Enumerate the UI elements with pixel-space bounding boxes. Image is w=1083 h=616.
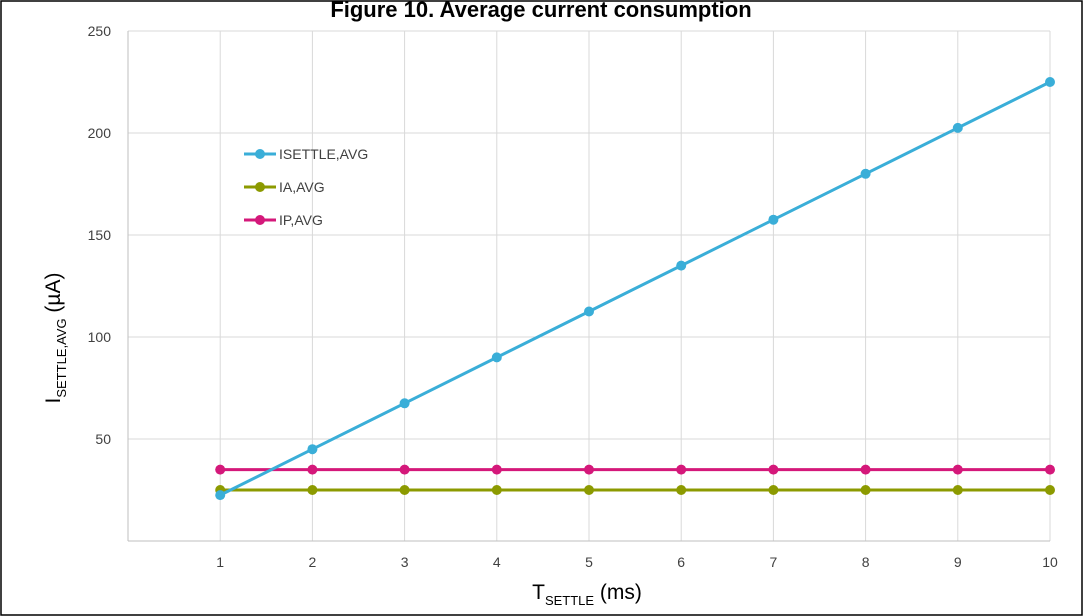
x-tick-label: 1 [216, 554, 224, 570]
data-point [860, 168, 871, 179]
data-point [491, 485, 502, 495]
y-tick-label: 100 [88, 329, 112, 345]
x-tick-label: 7 [770, 554, 778, 570]
data-point [1045, 464, 1055, 475]
chart-title: Figure 10. Average current consumption [330, 0, 751, 22]
x-tick-label: 6 [677, 554, 685, 570]
data-point [860, 464, 871, 475]
y-tick-label: 250 [88, 23, 112, 39]
data-point [952, 122, 963, 133]
grid [128, 30, 1051, 541]
data-point [399, 464, 410, 475]
data-point [491, 352, 502, 363]
y-axis-label: ISETTLE,AVG (µA) [42, 272, 69, 403]
data-point [1045, 77, 1055, 87]
x-tick-label: 5 [585, 554, 593, 570]
legend: ISETTLE,AVG IA,AVG IP,AVG [244, 146, 368, 228]
data-point [307, 444, 318, 455]
legend-marker [255, 149, 265, 159]
tick-labels: 1 2 3 4 5 6 7 8 9 10 50 100 150 200 250 [88, 23, 1058, 570]
axes [127, 31, 1050, 542]
data-point [215, 464, 226, 475]
y-tick-label: 50 [95, 431, 111, 447]
data-point [768, 464, 779, 475]
data-point [1045, 485, 1055, 495]
series-line [219, 80, 1051, 497]
y-tick-label: 200 [88, 125, 112, 141]
x-tick-label: 10 [1042, 554, 1058, 570]
x-tick-label: 3 [401, 554, 409, 570]
legend-label: IA,AVG [279, 179, 325, 195]
data-point [676, 485, 687, 495]
data-point [676, 260, 687, 271]
data-point [768, 485, 779, 495]
x-tick-label: 2 [309, 554, 317, 570]
data-point [584, 306, 594, 317]
data-point [399, 398, 410, 409]
data-point [307, 485, 318, 495]
data-point [215, 490, 226, 501]
data-point [768, 214, 779, 225]
data-point [491, 464, 502, 475]
x-tick-label: 9 [954, 554, 962, 570]
data-point [584, 485, 594, 495]
y-tick-label: 150 [88, 227, 112, 243]
legend-label: ISETTLE,AVG [279, 146, 368, 162]
data-point [676, 464, 687, 475]
data-point [952, 464, 963, 475]
data-point [307, 464, 318, 475]
data-point [584, 464, 594, 475]
legend-marker [255, 215, 265, 225]
x-tick-label: 4 [493, 554, 501, 570]
legend-marker [255, 182, 265, 192]
series-group [215, 77, 1055, 501]
legend-label: IP,AVG [279, 212, 323, 228]
data-point [952, 485, 963, 495]
data-point [399, 485, 410, 495]
x-axis-label: TSETTLE (ms) [532, 581, 642, 608]
x-tick-label: 8 [862, 554, 870, 570]
data-point [860, 485, 871, 495]
